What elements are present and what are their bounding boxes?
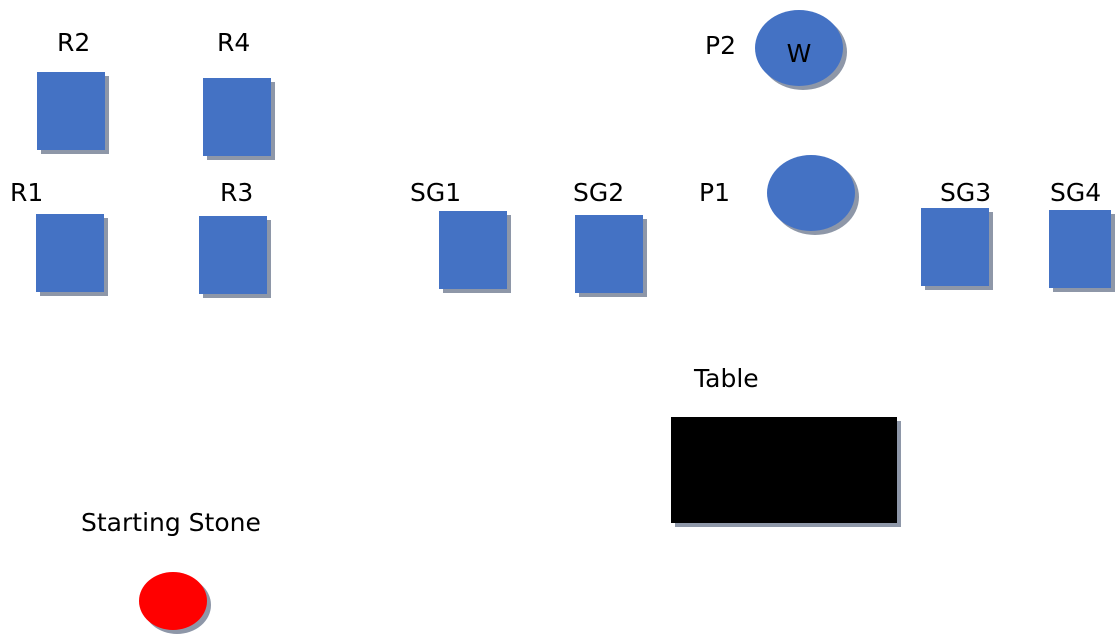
square-sg4 <box>1049 210 1111 288</box>
label-r1: R1 <box>10 178 44 207</box>
square-sg2 <box>575 215 643 293</box>
square-sg3 <box>921 208 989 286</box>
label-r4: R4 <box>217 28 251 57</box>
label-sg1: SG1 <box>410 178 462 207</box>
label-sg2: SG2 <box>573 178 625 207</box>
square-r2 <box>37 72 105 150</box>
square-r3 <box>199 216 267 294</box>
label-r2: R2 <box>57 28 91 57</box>
table-rect <box>671 417 897 523</box>
label-sg4: SG4 <box>1050 178 1102 207</box>
circle-p2-label: W <box>786 38 812 68</box>
label-starting-stone: Starting Stone <box>81 508 261 537</box>
square-r4 <box>203 78 271 156</box>
label-table: Table <box>694 364 759 393</box>
label-r3: R3 <box>220 178 254 207</box>
label-sg3: SG3 <box>940 178 992 207</box>
circle-p2: W <box>755 10 843 86</box>
label-p2: P2 <box>705 31 736 60</box>
circle-p1 <box>767 155 855 231</box>
label-p1: P1 <box>699 178 730 207</box>
square-r1 <box>36 214 104 292</box>
square-sg1 <box>439 211 507 289</box>
starting-stone-circle <box>139 572 207 630</box>
